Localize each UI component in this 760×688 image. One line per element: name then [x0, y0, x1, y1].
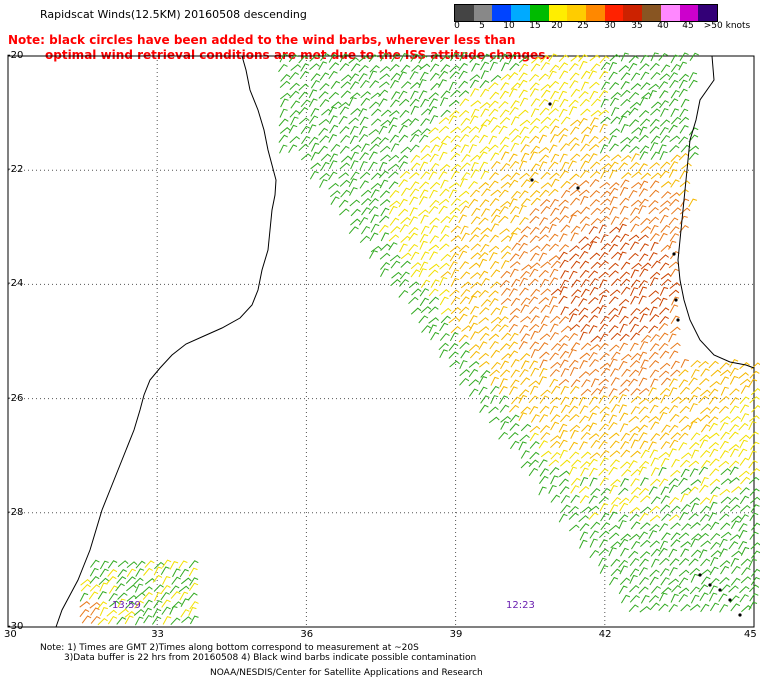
contamination-marker [728, 598, 732, 602]
wind-map [7, 52, 760, 628]
contamination-marker [738, 613, 742, 617]
colorbar-label: 20 [551, 21, 563, 31]
colorbar-segment [698, 5, 718, 21]
longitude-label: 45 [744, 629, 757, 640]
colorbar-label: 35 [631, 21, 643, 31]
longitude-label: 36 [300, 629, 314, 640]
colorbar-segment [548, 5, 568, 21]
colorbar-label: 10 [503, 21, 515, 31]
coastline [55, 55, 755, 628]
colorbar-label: >50 knots [703, 21, 751, 31]
latitude-label: -20 [7, 50, 24, 61]
time-label-west: 13:59 [112, 600, 141, 611]
latitude-label: -26 [7, 392, 24, 404]
wind-barb-swath [79, 52, 760, 626]
contamination-marker [530, 178, 534, 182]
colorbar-segment [586, 5, 605, 21]
contamination-marker [576, 186, 580, 190]
map-title: Rapidscat Winds(12.5KM) 20160508 descend… [40, 8, 307, 21]
colorbar-label: 0 [454, 21, 460, 31]
contamination-marker [718, 588, 722, 592]
latitude-label: -30 [7, 621, 24, 632]
longitude-label: 30 [4, 629, 17, 640]
wind-speed-colorbar [454, 4, 718, 22]
colorbar-segment [473, 5, 493, 21]
map-frame [7, 55, 755, 628]
colorbar-label: 45 [682, 21, 694, 31]
colorbar-segment [679, 5, 699, 21]
longitude-label: 42 [598, 629, 612, 640]
contamination-marker [676, 318, 680, 322]
colorbar-label: 25 [577, 21, 589, 31]
colorbar-segment [642, 5, 661, 21]
colorbar-label: 15 [529, 21, 541, 31]
footnote-line-1: Note: 1) Times are GMT 2)Times along bot… [40, 643, 419, 653]
colorbar-segment [660, 5, 680, 21]
longitude-label: 39 [449, 629, 463, 640]
note-line-1: Note: black circles have been added to t… [8, 33, 516, 47]
latitude-label: -28 [7, 506, 24, 518]
contamination-marker [674, 298, 678, 302]
latitude-label: -22 [7, 164, 24, 176]
map-grid [7, 55, 755, 628]
credit-line: NOAA/NESDIS/Center for Satellite Applica… [210, 668, 483, 678]
colorbar-segment [567, 5, 587, 21]
time-label-east: 12:23 [506, 600, 535, 611]
contamination-marker [672, 252, 676, 256]
colorbar-segment [492, 5, 512, 21]
longitude-label: 33 [151, 629, 164, 640]
colorbar-segment [529, 5, 549, 21]
colorbar-segment [511, 5, 530, 21]
colorbar-label: 40 [657, 21, 669, 31]
madagascar-coastline [677, 55, 755, 369]
colorbar-segment [623, 5, 643, 21]
colorbar-segment [604, 5, 624, 21]
contamination-marker [698, 573, 702, 577]
colorbar-segment [455, 5, 474, 21]
footnote-line-2: 3)Data buffer is 22 hrs from 20160508 4)… [64, 653, 477, 663]
colorbar-label: 30 [604, 21, 616, 31]
mozambique-coastline [55, 55, 277, 628]
contamination-marker [708, 583, 712, 587]
contamination-marker [548, 102, 552, 106]
note-line-2: optimal wind retrieval conditions are me… [45, 48, 550, 62]
colorbar-label: 5 [479, 21, 485, 31]
latitude-label: -24 [7, 278, 24, 290]
